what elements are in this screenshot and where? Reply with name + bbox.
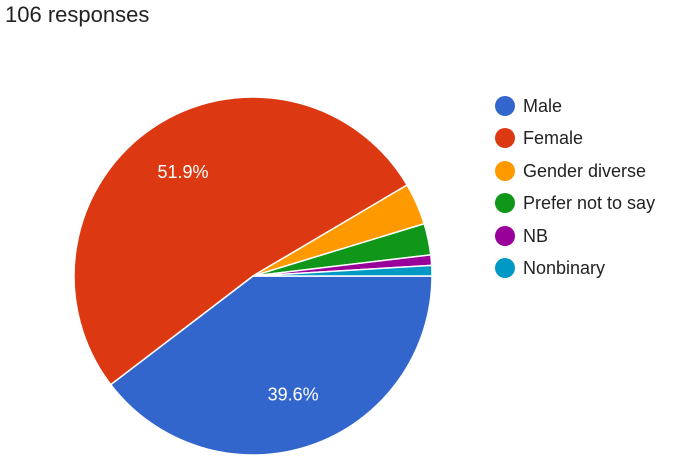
legend-label: Nonbinary bbox=[523, 257, 606, 278]
legend-item-nonbinary[interactable]: Nonbinary bbox=[495, 253, 655, 285]
legend-label: Female bbox=[523, 128, 584, 149]
legend-item-gender-diverse[interactable]: Gender diverse bbox=[495, 156, 655, 188]
legend-label: Male bbox=[523, 96, 563, 116]
legend-swatch-icon bbox=[495, 225, 515, 246]
legend-swatch-icon bbox=[495, 193, 515, 214]
legend-item-nb[interactable]: NB bbox=[495, 221, 655, 253]
legend-swatch-icon bbox=[495, 257, 515, 278]
slice-percent-label-female: 51.9% bbox=[157, 162, 208, 182]
responses-count: 106 responses bbox=[5, 2, 150, 27]
legend-swatch-icon bbox=[495, 128, 515, 149]
pie-slice-male[interactable] bbox=[109, 275, 433, 456]
legend-label: NB bbox=[523, 225, 549, 246]
legend-item-prefer-not-to-say[interactable]: Prefer not to say bbox=[495, 188, 655, 220]
pie-slice-female[interactable] bbox=[73, 96, 408, 386]
legend-item-male[interactable]: Male bbox=[495, 91, 655, 123]
legend-label: Prefer not to say bbox=[523, 193, 656, 214]
legend-swatch-icon bbox=[495, 160, 515, 181]
slice-percent-label-male: 39.6% bbox=[268, 385, 319, 405]
legend-swatch-icon bbox=[495, 96, 515, 116]
chart-legend: Male Female Gender diverse Prefer not to sa… bbox=[495, 91, 655, 285]
legend-item-female[interactable]: Female bbox=[495, 123, 655, 155]
legend-label: Gender diverse bbox=[523, 160, 647, 181]
pie-slice-nonbinary[interactable] bbox=[252, 264, 433, 277]
